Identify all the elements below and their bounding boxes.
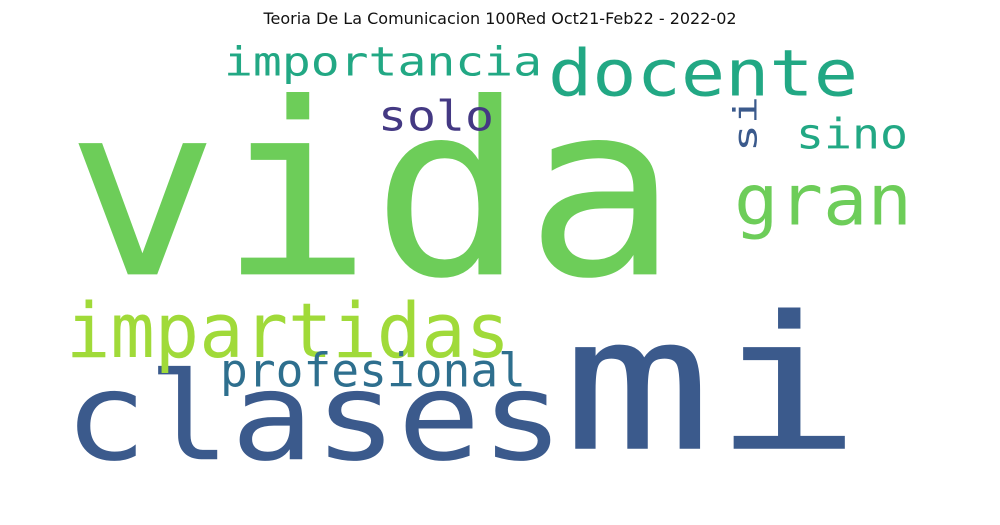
word-importancia: importancia [224,38,542,86]
word-sino: sino [796,110,908,159]
word-si: si [727,96,765,152]
word-profesional: profesional [220,344,526,398]
word-mi: mi [562,276,862,493]
word-vida: vida [66,52,678,332]
word-solo: solo [378,92,494,141]
word-docente: docente [548,36,858,111]
chart-title: Teoria De La Comunicacion 100Red Oct21-F… [263,9,737,28]
word-clases: clases [64,345,564,488]
word-impartidas: impartidas [66,287,510,376]
word-gran: gran [734,159,912,242]
